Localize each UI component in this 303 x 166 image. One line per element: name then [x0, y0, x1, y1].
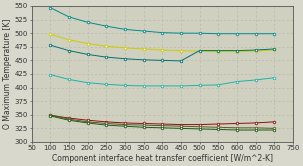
X-axis label: Component interface heat transfer coefficient [W/m^2-K]: Component interface heat transfer coeffi…	[52, 154, 273, 163]
Y-axis label: O Maximum Temperature [K]: O Maximum Temperature [K]	[3, 19, 12, 129]
